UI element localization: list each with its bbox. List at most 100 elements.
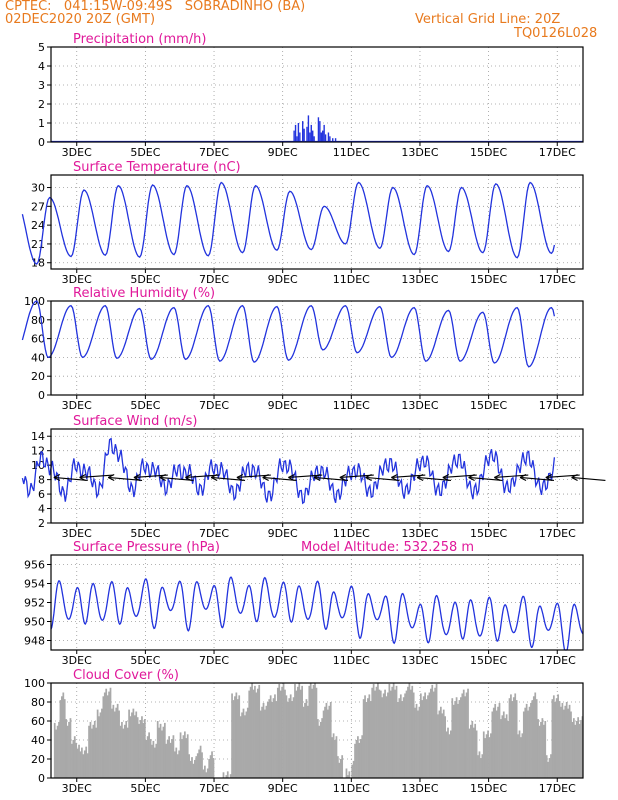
cloud-bar xyxy=(66,725,69,778)
cloud-bar xyxy=(145,740,148,778)
precip-bar xyxy=(293,130,295,142)
cloud-bar xyxy=(524,707,527,778)
cloud-bar xyxy=(292,697,295,778)
cloud-bar xyxy=(389,690,392,778)
cloud-bar xyxy=(256,688,259,778)
wind-xtick-label: 5DEC xyxy=(130,527,160,540)
cloud-bar xyxy=(205,772,208,778)
cloud-bar xyxy=(498,702,501,778)
wind-ytick-label: 12 xyxy=(31,445,45,458)
cloud-bar xyxy=(122,728,125,778)
cloud-bar xyxy=(495,710,498,778)
precip-xtick-label: 15DEC xyxy=(470,146,507,159)
cloud-bar xyxy=(109,687,112,778)
cloud-bar xyxy=(508,698,511,778)
cloud-xtick-label: 3DEC xyxy=(62,782,92,795)
wind-arrow xyxy=(108,476,143,481)
cloud-bar xyxy=(71,743,73,778)
cloud-bar xyxy=(455,697,458,778)
cloud-bar xyxy=(196,753,199,778)
header-station: CPTEC: 041:15W-09:49S SOBRADINHO (BA) xyxy=(5,0,306,14)
rh-ytick-label: 80 xyxy=(31,314,45,327)
cloud-bar xyxy=(431,684,434,778)
cloud-bar xyxy=(155,743,158,778)
cloud-bar xyxy=(312,684,315,778)
wind-arrow xyxy=(545,474,580,478)
cloud-bar xyxy=(176,754,179,778)
cloud-bar xyxy=(437,714,439,778)
cloud-bar xyxy=(191,757,193,778)
cloud-bar xyxy=(268,699,271,778)
cloud-bar xyxy=(271,702,273,778)
cloud-bar xyxy=(295,690,298,778)
cloud-bar xyxy=(198,749,201,778)
cloud-bar xyxy=(61,696,63,778)
cloud-bar xyxy=(178,750,181,778)
wind-xtick-label: 9DEC xyxy=(268,527,298,540)
cloud-bar xyxy=(328,705,331,778)
cloud-bar xyxy=(321,718,324,778)
cloud-bar xyxy=(206,768,209,778)
cloud-bar xyxy=(522,711,525,778)
cloud-bar xyxy=(552,695,555,778)
cloud-title: Cloud Cover (%) xyxy=(73,668,179,683)
pres-xtick-label: 5DEC xyxy=(130,654,160,667)
wind-arrowhead xyxy=(545,473,553,481)
cloud-bar xyxy=(512,697,515,778)
cloud-bar xyxy=(275,701,278,778)
cloud-bar xyxy=(101,708,103,778)
cloud-bar xyxy=(460,697,462,778)
cloud-bar xyxy=(502,711,505,778)
cloud-bar xyxy=(262,702,265,778)
cloud-bar xyxy=(151,744,153,778)
cloud-bar xyxy=(181,739,183,778)
precip-bar xyxy=(317,117,320,142)
cloud-bar xyxy=(521,733,524,778)
cloud-bar xyxy=(555,698,558,778)
cloud-bar xyxy=(347,775,349,778)
cloud-bar xyxy=(554,702,557,778)
cloud-bar xyxy=(434,687,436,778)
cloud-bar xyxy=(139,720,142,778)
cloud-bar xyxy=(53,722,56,778)
wind-arrowhead xyxy=(159,473,166,481)
wind-arrowhead xyxy=(53,473,61,481)
cloud-bar xyxy=(402,697,405,778)
cloud-ytick-label: 60 xyxy=(31,715,45,728)
cloud-bar xyxy=(72,740,75,778)
cloud-bar xyxy=(239,716,242,778)
rh-ytick-label: 40 xyxy=(31,351,45,364)
cloud-bar xyxy=(525,703,528,778)
precip-xtick-label: 3DEC xyxy=(62,146,92,159)
precip-xtick-label: 5DEC xyxy=(130,146,160,159)
cloud-bar xyxy=(541,718,544,778)
cloud-bar xyxy=(209,755,212,778)
wind-arrow xyxy=(571,476,606,481)
cloud-bar xyxy=(121,721,123,778)
cloud-bar xyxy=(106,695,109,778)
precip-bar xyxy=(332,138,334,142)
precip-bar xyxy=(310,124,312,142)
cloud-bar xyxy=(153,747,156,778)
cloud-bar xyxy=(75,742,78,778)
cloud-bar xyxy=(276,687,279,778)
cloud-bar xyxy=(442,709,445,778)
wind-arrowhead xyxy=(288,473,295,481)
cloud-bar xyxy=(550,754,552,778)
wind-ytick-label: 2 xyxy=(38,517,45,530)
cloud-bar xyxy=(184,731,186,778)
cloud-bar xyxy=(561,702,564,778)
cloud-bar xyxy=(422,696,425,778)
cloud-bar xyxy=(108,691,110,778)
wind-arrow xyxy=(133,474,168,478)
precip-panel: Precipitation (mm/h) 0 1 2 3 4 5 3DEC 5DEC 7DEC 9D… xyxy=(38,32,584,159)
cloud-bar xyxy=(194,759,196,778)
cloud-bar xyxy=(103,692,106,778)
cloud-bar xyxy=(274,694,276,778)
header-grid-note: Vertical Grid Line: 20Z xyxy=(415,12,561,27)
cloud-bar xyxy=(577,717,580,778)
cloud-bar xyxy=(335,736,338,778)
cloud-bar xyxy=(236,699,239,778)
